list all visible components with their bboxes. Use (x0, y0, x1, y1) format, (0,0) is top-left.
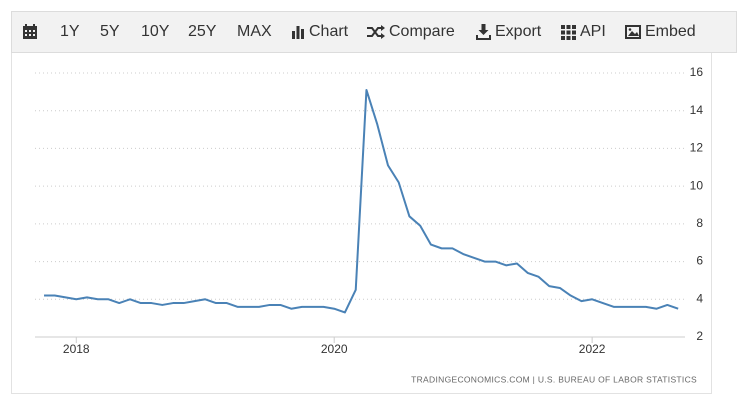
range-button[interactable]: 10Y (141, 12, 169, 52)
export-icon (476, 24, 491, 40)
compare-icon (367, 25, 385, 39)
y-tick-label: 2 (696, 329, 703, 343)
x-tick-label: 2022 (579, 342, 606, 356)
x-tick-label: 2018 (63, 342, 90, 356)
x-tick-label: 2020 (321, 342, 348, 356)
button-label: Compare (389, 23, 455, 40)
toolbar: 1Y 5Y 10Y 25Y MAX Chart Compare Export A… (11, 11, 737, 53)
chart-button[interactable]: Chart (291, 12, 348, 52)
button-label: 10Y (141, 23, 170, 40)
range-button[interactable]: 25Y (188, 12, 216, 52)
button-label: 5Y (100, 23, 120, 40)
y-tick-label: 10 (690, 178, 704, 192)
y-tick-label: 14 (690, 103, 704, 117)
range-button[interactable]: MAX (237, 12, 272, 52)
line-series (44, 88, 679, 314)
button-label: MAX (237, 23, 272, 40)
calendar-icon (23, 24, 37, 39)
y-tick-label: 4 (696, 291, 703, 305)
button-label: Chart (309, 23, 349, 40)
button-label: Export (495, 23, 542, 40)
api-icon (561, 24, 576, 40)
chart-icon (292, 26, 304, 39)
button-label: Embed (645, 23, 696, 40)
calendar-button[interactable] (22, 12, 42, 52)
embed-icon (625, 25, 641, 39)
y-tick-label: 16 (690, 65, 704, 79)
api-button[interactable]: API (561, 12, 606, 52)
button-label: 25Y (188, 23, 217, 40)
embed-button[interactable]: Embed (625, 12, 696, 52)
y-tick-label: 8 (696, 216, 703, 230)
button-label: 1Y (60, 23, 80, 40)
compare-button[interactable]: Compare (367, 12, 455, 52)
y-tick-label: 12 (690, 141, 704, 155)
source-note: TRADINGECONOMICS.COM | U.S. BUREAU OF LA… (411, 374, 697, 384)
export-button[interactable]: Export (476, 12, 541, 52)
range-button[interactable]: 1Y (60, 12, 80, 52)
button-label: API (580, 23, 606, 40)
y-tick-label: 6 (696, 254, 703, 268)
range-button[interactable]: 5Y (100, 12, 120, 52)
